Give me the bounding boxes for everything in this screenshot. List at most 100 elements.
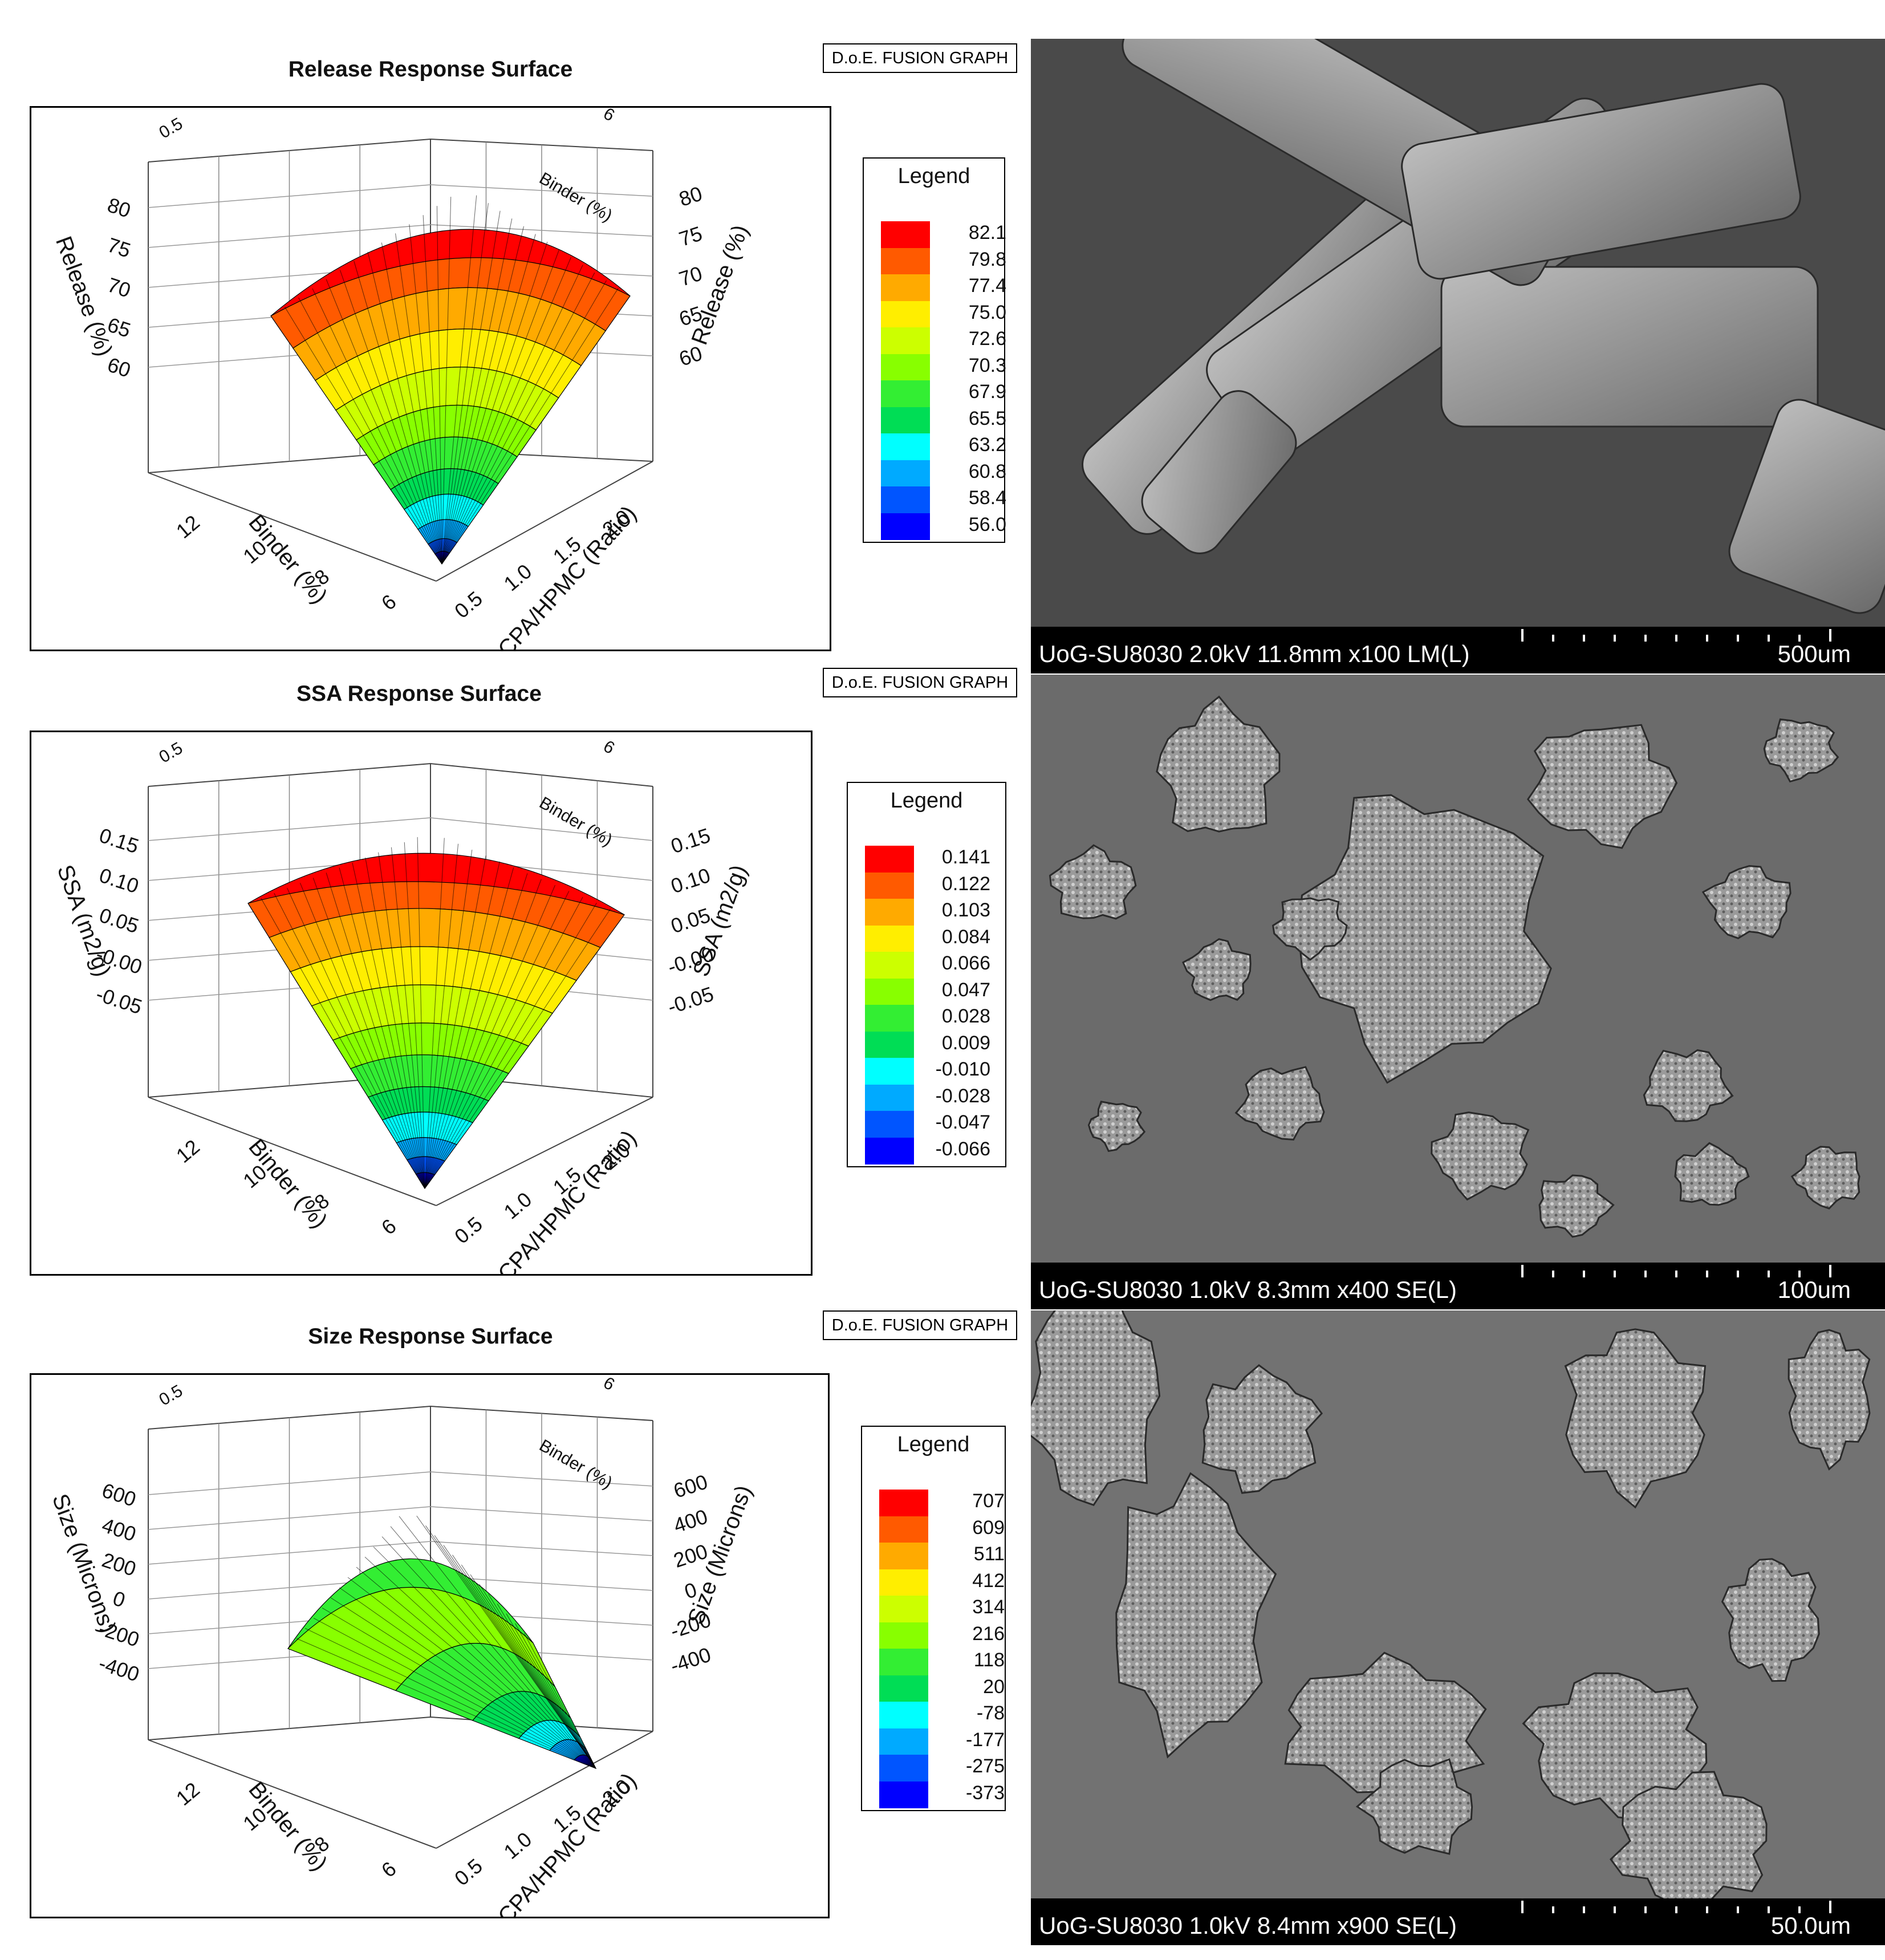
particle-shape <box>1087 1101 1146 1153</box>
legend-label: -177 <box>965 1728 1005 1751</box>
particle-shape <box>1674 1142 1750 1206</box>
legend-swatch <box>879 1596 928 1622</box>
scale-tick <box>1675 1271 1677 1277</box>
scale-tick <box>1768 635 1770 642</box>
ratio-tick-front: 1.0 <box>499 1187 537 1224</box>
sem-info-bar: UoG-SU8030 1.0kV 8.4mm x900 SE(L) 50.0um <box>1031 1898 1885 1945</box>
legend-swatch <box>881 247 930 275</box>
binder-tick-front: 12 <box>172 1135 204 1167</box>
sem-info-text: UoG-SU8030 1.0kV 8.4mm x900 SE(L) <box>1039 1912 1457 1939</box>
particle-shape <box>1788 1329 1871 1471</box>
legend-label: 58.4 <box>968 487 1006 509</box>
legend-swatch <box>881 460 930 487</box>
legend-swatch <box>881 327 930 354</box>
legend-swatch <box>879 1649 928 1675</box>
binder-axis-label-back: Binder (%) <box>536 1436 615 1492</box>
release-plot-area: 60 60 65 65 70 70 75 75 80 80 6 8 10 12 0.5 1.0 1.5 2.0 0.… <box>30 106 831 651</box>
legend-swatch <box>865 952 914 979</box>
ssa-legend: Legend 0.141 0.122 0.103 0.084 0.066 0.047 0.0… <box>847 782 1006 1167</box>
sem-scale-label: 100um <box>1777 1276 1851 1303</box>
particle-shape <box>1156 695 1281 833</box>
scale-tick <box>1644 1906 1647 1913</box>
response-surface <box>287 1558 596 1769</box>
legend-label: 79.8 <box>968 248 1006 270</box>
scale-tick <box>1768 1271 1770 1277</box>
binder-tick-front: 12 <box>172 510 204 543</box>
z-tick-right: 80 <box>676 181 705 210</box>
z-tick-left: 0.10 <box>96 863 141 898</box>
z-tick-left: 60 <box>104 352 133 382</box>
scale-tick <box>1706 635 1708 642</box>
binder-tick-front: 6 <box>377 1214 401 1239</box>
scale-tick <box>1737 1906 1739 1913</box>
legend-swatch <box>879 1622 928 1649</box>
legend-swatch <box>865 1111 914 1138</box>
legend-label: 216 <box>972 1622 1005 1645</box>
z-tick-left: 0.15 <box>96 823 141 858</box>
scale-tick <box>1737 635 1739 642</box>
legend-swatch <box>865 978 914 1005</box>
scale-tick <box>1552 1906 1554 1913</box>
legend-label: 0.084 <box>941 926 990 948</box>
surface-top <box>270 229 631 316</box>
release-panel: Release Response Surface D.o.E. FUSION G… <box>0 0 1026 651</box>
legend-label: 20 <box>983 1675 1005 1698</box>
particle-shape <box>1431 1111 1530 1201</box>
particle-shape <box>1031 1310 1161 1507</box>
legend-label: 314 <box>972 1596 1005 1618</box>
ssa-plot-area: -0.05 -0.05 -0.00 -0.00 0.05 0.05 0.10 0.10 0.15… <box>30 731 812 1276</box>
binder-tick-front: 6 <box>377 590 401 615</box>
legend-swatch <box>865 1084 914 1111</box>
legend-label: 0.141 <box>941 846 990 868</box>
ssa-panel: SSA Response Surface D.o.E. FUSION GRAPH… <box>0 624 1026 1276</box>
legend-swatch <box>865 846 914 873</box>
binder-axis-label-back: Binder (%) <box>536 169 615 225</box>
legend-swatch <box>881 513 930 540</box>
z-tick-right: 600 <box>671 1470 710 1503</box>
legend-label: 82.1 <box>968 222 1006 244</box>
legend-label: 609 <box>972 1516 1005 1539</box>
particle-shape <box>1355 1758 1473 1855</box>
legend-swatch <box>881 221 930 248</box>
legend-label: 0.066 <box>941 952 990 974</box>
legend-label: -0.010 <box>935 1058 990 1080</box>
z-tick-right: 0.15 <box>668 823 713 858</box>
release-doe-badge: D.o.E. FUSION GRAPH <box>823 43 1017 73</box>
binder-tick-front: 6 <box>377 1857 401 1882</box>
scale-tick <box>1552 635 1554 642</box>
legend-label: -275 <box>965 1755 1005 1777</box>
surface-mesh <box>296 1515 596 1769</box>
legend-label: 63.2 <box>968 434 1006 456</box>
z-tick-right: 0.10 <box>668 863 713 898</box>
legend-swatch <box>881 433 930 460</box>
legend-label: -78 <box>976 1702 1005 1724</box>
legend-label: -0.047 <box>935 1111 990 1133</box>
ratio-tick-back: 0.5 <box>156 738 186 766</box>
legend-swatch <box>879 1781 928 1808</box>
size-legend-title: Legend <box>897 1433 970 1456</box>
surface-mesh <box>284 195 619 565</box>
legend-label: 118 <box>973 1649 1005 1671</box>
z-tick-left: 400 <box>99 1513 139 1546</box>
size-chart-title: Size Response Surface <box>308 1324 553 1349</box>
legend-swatch <box>879 1755 928 1782</box>
particle-shape <box>1234 1066 1325 1141</box>
z-tick-left: -0.05 <box>94 982 145 1018</box>
legend-swatch <box>865 1058 914 1085</box>
particle-shape <box>1049 844 1137 920</box>
ratio-tick-back: 0.5 <box>156 1381 186 1409</box>
particle-shape <box>1701 865 1791 939</box>
binder-tick-back: 6 <box>600 1375 618 1394</box>
particle-shape <box>1271 897 1348 961</box>
scale-tick <box>1614 1271 1616 1277</box>
sem-micrograph-2: UoG-SU8030 1.0kV 8.3mm x400 SE(L) 100um <box>1031 675 1885 1309</box>
z-tick-left: 600 <box>99 1478 139 1511</box>
z-tick-left: 200 <box>99 1548 139 1581</box>
z-tick-right: -0.05 <box>665 982 717 1018</box>
legend-label: 67.9 <box>968 381 1006 403</box>
ratio-tick-back: 0.5 <box>156 114 186 142</box>
scale-tick <box>1829 629 1831 642</box>
scale-tick <box>1675 1906 1677 1913</box>
scale-bar-ticks <box>1521 1265 1841 1277</box>
